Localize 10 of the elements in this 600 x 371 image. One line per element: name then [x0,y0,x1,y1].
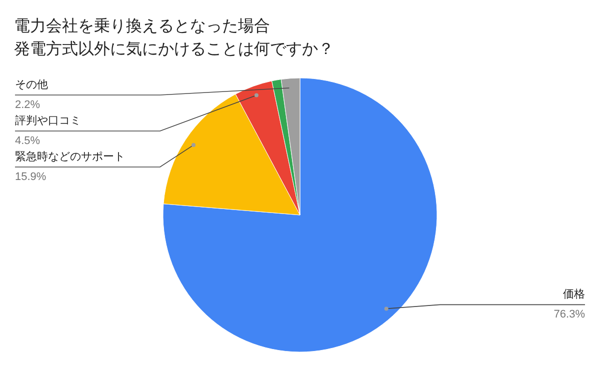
slice-label: その他 [15,79,48,91]
slice-label: 評判や口コミ [15,114,81,127]
slice-label: 価格 [563,288,585,301]
chart-title: 電力会社を乗り換えるとなった場合発電方式以外に気にかけることは何ですか？ [14,17,334,58]
data-label: 76.3% [554,308,586,321]
data-label: 2.2% [15,99,40,111]
data-label: 4.5% [15,135,40,147]
slice-label: 緊急時などのサポート [15,150,125,163]
pie-slice [162,78,438,352]
data-label: 15.9% [15,171,46,183]
